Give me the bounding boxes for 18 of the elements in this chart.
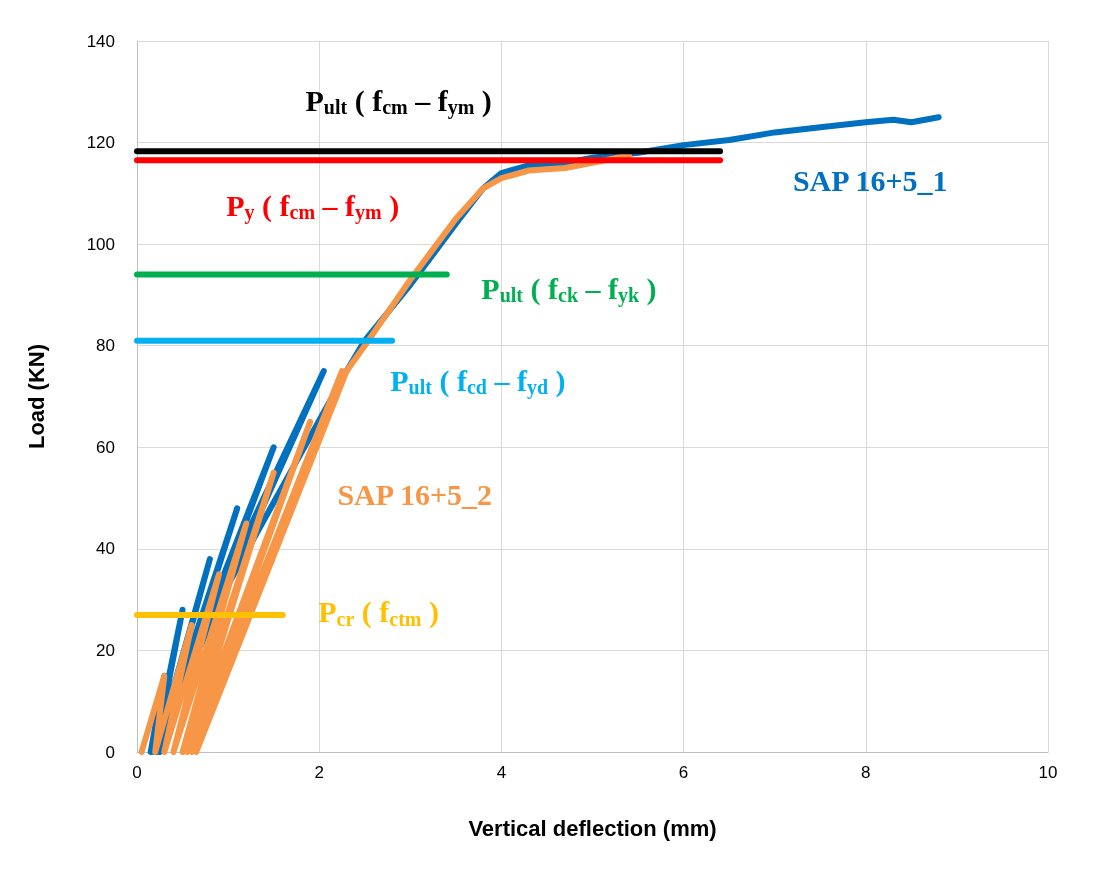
series-label: SAP 16+5_2: [337, 477, 493, 511]
x-tick-label: 10: [1038, 763, 1058, 782]
y-tick-label: 40: [96, 539, 115, 559]
y-tick-label: 140: [86, 31, 115, 51]
x-axis-title: Vertical deflection (mm): [468, 815, 717, 841]
y-tick-label: 60: [96, 437, 115, 457]
series-label: SAP 16+5_1: [792, 163, 948, 197]
x-tick-label: 4: [496, 763, 507, 782]
x-tick-label: 2: [314, 763, 324, 782]
y-axis-title: Load (KN): [23, 343, 49, 450]
y-tick-label: 20: [96, 640, 115, 660]
x-tick-label: 0: [132, 763, 142, 782]
y-tick-label: 80: [96, 336, 115, 356]
y-tick-label: 100: [86, 234, 115, 254]
y-tick-label: 120: [86, 133, 115, 153]
x-tick-label: 8: [861, 763, 871, 782]
x-tick-label: 6: [678, 763, 689, 782]
y-tick-label: 0: [105, 742, 115, 762]
